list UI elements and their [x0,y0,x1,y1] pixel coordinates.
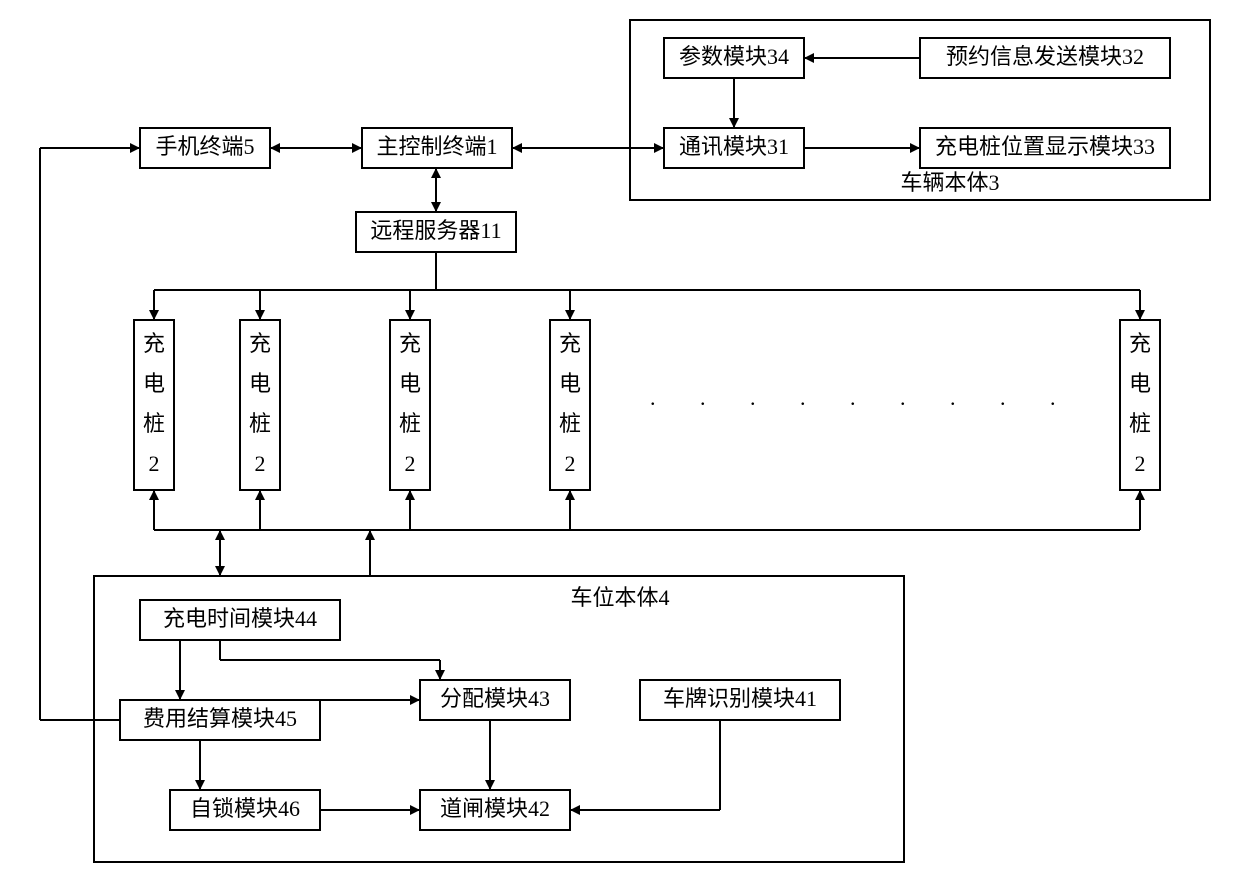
pile-5: 充电桩2 [1120,320,1160,490]
lock-46: 自锁模块46 [170,790,320,830]
ellipsis-dot-8: . [1050,385,1056,410]
pile-1: 充电桩2 [134,320,174,490]
resv-32: 预约信息发送模块32 [920,38,1170,78]
main-1: 主控制终端1 [362,128,512,168]
main-1-label: 主控制终端1 [376,134,497,159]
ellipsis-dot-7: . [1000,385,1006,410]
lock-46-label: 自锁模块46 [190,796,300,821]
comm-31-label: 通讯模块31 [679,134,789,159]
ellipsis-dot-0: . [650,385,656,410]
ellipsis-dot-4: . [850,385,856,410]
ellipsis-dot-3: . [800,385,806,410]
gate-42-label: 道闸模块42 [440,796,550,821]
ellipsis-dot-5: . [900,385,906,410]
pile-4: 充电桩2 [550,320,590,490]
disp-33-label: 充电桩位置显示模块33 [935,134,1155,159]
resv-32-label: 预约信息发送模块32 [946,44,1144,69]
gate-42: 道闸模块42 [420,790,570,830]
time-44: 充电时间模块44 [140,600,340,640]
pile-3: 充电桩2 [390,320,430,490]
ellipsis-dot-1: . [700,385,706,410]
param-34: 参数模块34 [664,38,804,78]
alloc-43: 分配模块43 [420,680,570,720]
pile-2: 充电桩2 [240,320,280,490]
phone-5: 手机终端5 [140,128,270,168]
remote-11: 远程服务器11 [356,212,516,252]
remote-11-label: 远程服务器11 [370,218,501,243]
alloc-43-label: 分配模块43 [440,686,550,711]
fee-45: 费用结算模块45 [120,700,320,740]
ellipsis-dot-2: . [750,385,756,410]
fee-45-label: 费用结算模块45 [143,706,297,731]
time-44-label: 充电时间模块44 [163,606,317,631]
parking-body-4-label: 车位本体4 [570,585,669,610]
ellipsis-dot-6: . [950,385,956,410]
param-34-label: 参数模块34 [679,44,789,69]
comm-31: 通讯模块31 [664,128,804,168]
vehicle-body-3-label: 车辆本体3 [900,170,999,195]
plate-41-label: 车牌识别模块41 [663,686,817,711]
disp-33: 充电桩位置显示模块33 [920,128,1170,168]
phone-5-label: 手机终端5 [155,134,254,159]
plate-41: 车牌识别模块41 [640,680,840,720]
